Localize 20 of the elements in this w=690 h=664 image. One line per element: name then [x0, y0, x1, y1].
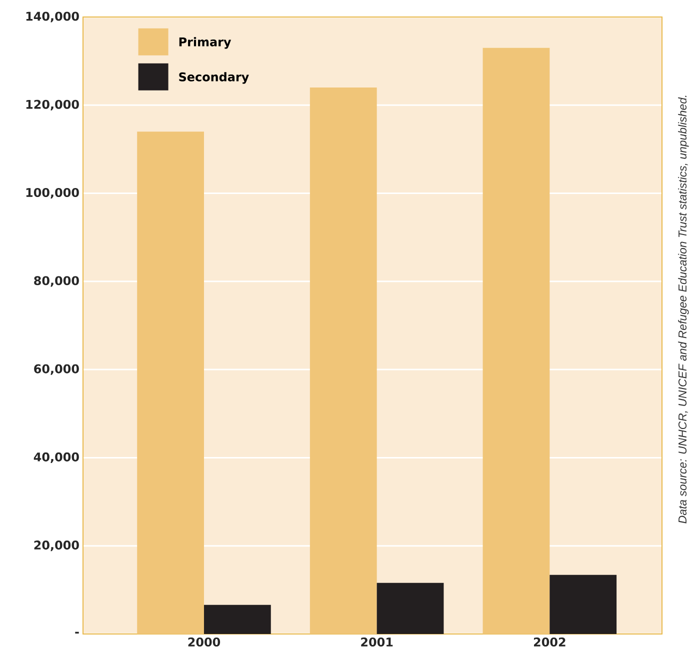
y-tick-label: -: [75, 632, 79, 634]
y-tick-label: 40,000: [34, 452, 79, 463]
bar: [204, 604, 271, 634]
source-note: Data source: UNHCR, UNICEF and Refugee Education Trust statistics, unpublished.: [678, 96, 689, 524]
y-tick-label: 140,000: [26, 12, 79, 22]
legend-label: Primary: [179, 37, 232, 49]
bar: [482, 48, 550, 634]
x-tick-label: 2002: [534, 638, 566, 647]
bar: [310, 88, 377, 634]
bar: [550, 574, 617, 634]
y-tick-label: 60,000: [34, 364, 79, 375]
y-tick-label: 120,000: [26, 100, 79, 110]
y-tick-label: 80,000: [34, 276, 79, 287]
x-tick-label: 2000: [188, 638, 220, 647]
legend-label: Secondary: [179, 72, 249, 84]
y-tick-label: 20,000: [34, 540, 79, 552]
bar: [137, 132, 204, 634]
y-tick-label: 100,000: [26, 188, 79, 199]
x-tick-label: 2001: [361, 638, 393, 647]
bar: [376, 582, 444, 634]
